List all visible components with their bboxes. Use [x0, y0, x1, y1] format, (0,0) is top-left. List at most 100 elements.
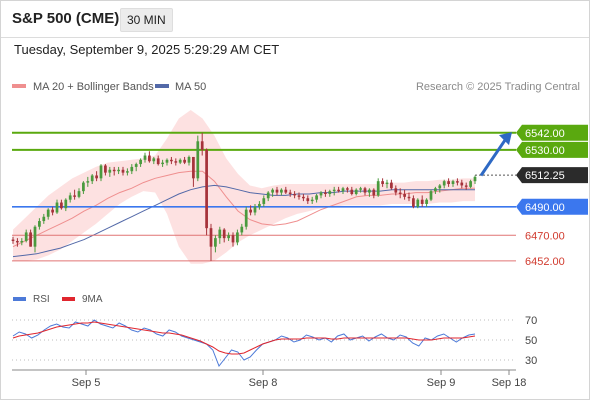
candle [104, 164, 107, 176]
candlesticks [11, 132, 477, 261]
candle [38, 218, 41, 230]
candle [319, 191, 323, 199]
symbol-title: S&P 500 (CME) [12, 10, 120, 27]
trend-arrow [479, 132, 512, 177]
candle [174, 158, 178, 166]
candle [51, 206, 54, 216]
candle [68, 192, 72, 203]
candle [209, 223, 213, 261]
candle [359, 186, 362, 193]
level-box-0 [516, 124, 588, 141]
candle [262, 195, 266, 207]
candle [253, 203, 257, 216]
candle [390, 179, 393, 190]
ma20-line [12, 170, 475, 248]
candle [152, 156, 156, 165]
candle [170, 156, 173, 165]
candle [429, 189, 433, 202]
candle [337, 186, 340, 193]
level-label-1: 6530.00 [525, 145, 565, 157]
bollinger-bands [13, 109, 475, 264]
candle [117, 166, 120, 175]
candle [46, 208, 50, 220]
rsi-panel: 70 50 30 [12, 315, 537, 367]
copyright-text: Research © 2025 Trading Central [416, 81, 580, 93]
candle [236, 229, 239, 246]
candle [469, 179, 472, 189]
candle [368, 188, 371, 197]
rsi-ma-legend-label: 9MA [82, 294, 103, 305]
candle [346, 186, 349, 193]
candle [363, 186, 367, 196]
x-tick-label: Sep 9 [427, 377, 456, 389]
candle [315, 193, 318, 203]
rsi-ma-legend-swatch [62, 297, 75, 301]
rsi-tick-label: 70 [525, 315, 537, 327]
level-label-0: 6542.00 [525, 128, 565, 140]
ma20-legend-swatch [12, 84, 26, 88]
candle [178, 158, 182, 165]
candle [24, 229, 28, 243]
legend: MA 20 + Bollinger Bands MA 50 Research ©… [12, 81, 580, 93]
candle [302, 193, 305, 202]
candle [20, 238, 24, 246]
bollinger-band-area [13, 109, 475, 264]
candle [108, 166, 112, 177]
candle [82, 181, 85, 194]
ma50-line [12, 184, 475, 258]
candle [139, 158, 142, 167]
candle [99, 164, 103, 182]
candle [288, 189, 292, 197]
candle [447, 178, 450, 187]
candle [112, 166, 116, 176]
rsi-legend: RSI 9MA [13, 294, 103, 305]
candle [407, 192, 411, 202]
candle [385, 179, 389, 189]
candle [143, 152, 147, 163]
candle [77, 188, 81, 199]
candle [192, 156, 195, 187]
candle [403, 189, 406, 200]
candle [297, 192, 301, 200]
ma50-legend-swatch [155, 84, 169, 88]
candle [341, 186, 345, 194]
projection-arrow-shaft [479, 136, 509, 177]
candle [231, 232, 235, 247]
candle [16, 238, 19, 247]
candle [394, 185, 398, 196]
candle [381, 178, 384, 187]
candle [271, 188, 274, 197]
rsi-legend-label: RSI [33, 294, 50, 305]
level-label-5: 6452.00 [525, 256, 565, 268]
x-axis: Sep 5 Sep 8 Sep 9 Sep 18 [12, 369, 527, 389]
candle [258, 201, 261, 210]
candle [473, 175, 477, 185]
candle [73, 189, 76, 200]
candle [60, 199, 63, 210]
ma50-legend-label: MA 50 [175, 81, 206, 93]
candle [328, 189, 332, 197]
candle [200, 132, 204, 156]
x-tick-label: Sep 18 [492, 377, 527, 389]
candle [310, 196, 314, 204]
candle [161, 159, 164, 167]
rsi-tick-label: 50 [525, 335, 537, 347]
candle [280, 188, 283, 196]
candle [196, 135, 200, 182]
candle [266, 191, 270, 202]
candle [95, 171, 98, 182]
candle [376, 178, 380, 197]
level-label-3: 6490.00 [525, 202, 565, 214]
rsi-tick-label: 30 [525, 355, 537, 367]
candle [165, 158, 169, 166]
candle [412, 195, 415, 209]
timeframe-selector[interactable]: 30 MIN [120, 8, 173, 32]
candle [187, 155, 191, 166]
rsi-ma-line [12, 321, 476, 355]
candle [372, 188, 376, 199]
candle [460, 179, 464, 189]
candle [464, 182, 468, 190]
candle [64, 198, 68, 212]
candle [416, 198, 420, 209]
